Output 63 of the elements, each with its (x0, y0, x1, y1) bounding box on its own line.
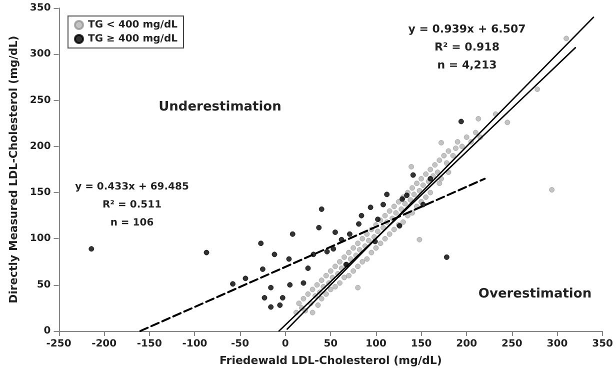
y-tick-label: 50 (36, 279, 51, 290)
x-tick-label: 0 (282, 338, 289, 350)
point (346, 231, 352, 237)
point (444, 254, 450, 260)
x-tick-label: 300 (546, 338, 568, 350)
point (318, 206, 324, 212)
y-tick-label: 250 (30, 94, 51, 106)
point (300, 280, 306, 286)
point (230, 281, 236, 287)
x-tick-label: 150 (410, 338, 432, 350)
point (375, 216, 381, 222)
legend-label: TG ≥ 400 mg/dL (88, 34, 178, 44)
x-tick-label: 100 (366, 338, 386, 350)
point (88, 246, 94, 252)
y-tick-label: 100 (30, 233, 51, 244)
point (286, 256, 292, 262)
point (260, 266, 266, 272)
point (242, 276, 248, 282)
y-tick-label: 0 (44, 326, 51, 336)
x-axis-title: Friedewald LDL-Cholesterol (mg/dL) (219, 354, 442, 367)
x-tick-label: -200 (92, 338, 117, 350)
y-tick-label: 200 (30, 140, 51, 152)
point (458, 118, 464, 124)
y-axis-title: Directly Measured LDL-Cholesterol (mg/dL) (7, 36, 20, 304)
point (330, 246, 336, 252)
point (368, 204, 374, 210)
x-tick-label: -150 (136, 338, 162, 350)
x-tick-label: 200 (456, 338, 478, 350)
point (262, 295, 268, 301)
annotation: y = 0.433x + 69.485 R² = 0.511 n = 106 (75, 182, 189, 228)
y-tick-label: 350 (30, 2, 51, 14)
point (380, 202, 386, 208)
point (305, 265, 311, 271)
legend-label: TG < 400 mg/dL (88, 20, 178, 30)
point (384, 192, 390, 198)
annotation: Overestimation (478, 286, 592, 302)
annotation: y = 0.939x + 6.507 R² = 0.918 n = 4,213 (408, 22, 526, 72)
y-tick-label: 150 (30, 187, 51, 198)
point (316, 224, 322, 230)
x-tick-label: -100 (182, 338, 208, 350)
point (356, 221, 362, 227)
x-tick-label: 50 (324, 338, 338, 350)
point (404, 192, 410, 198)
point (280, 295, 286, 301)
point (332, 230, 338, 236)
x-tick-label: -50 (231, 338, 250, 350)
point (258, 240, 264, 246)
point (268, 284, 274, 290)
point (410, 172, 416, 178)
x-tick-label: 250 (501, 338, 522, 350)
annotation: Underestimation (158, 100, 282, 114)
y-tick-label: 300 (30, 48, 51, 60)
point (324, 248, 330, 254)
x-tick-label: 350 (592, 338, 614, 350)
point (204, 250, 210, 256)
point (290, 231, 296, 237)
point (272, 252, 278, 258)
point (428, 176, 434, 182)
point (268, 304, 274, 310)
x-tick-label: -250 (46, 338, 72, 350)
point (277, 302, 283, 308)
point (287, 282, 293, 288)
point (358, 212, 364, 218)
